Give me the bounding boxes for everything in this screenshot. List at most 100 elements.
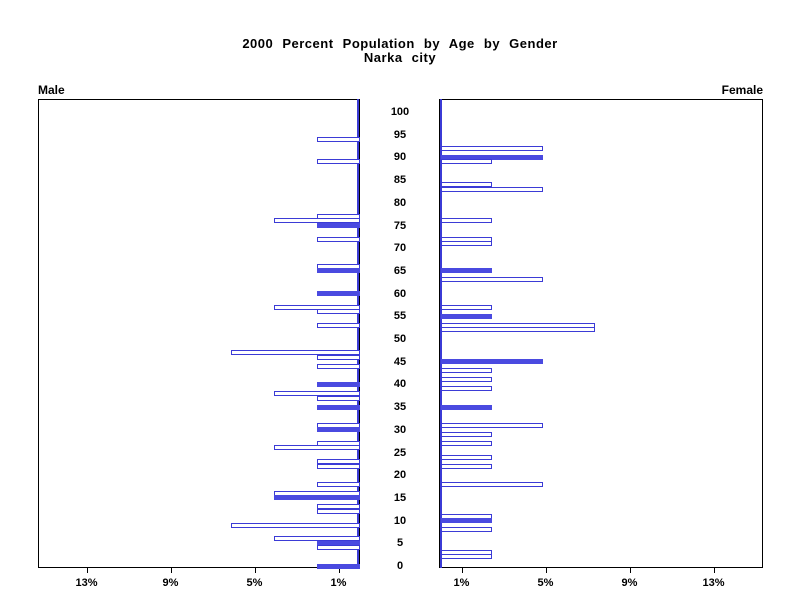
female-zero-axis-line <box>440 99 442 568</box>
female-bar-age-3 <box>440 549 492 555</box>
male-bar-age-16 <box>273 490 360 496</box>
male-bar-age-66 <box>316 263 360 269</box>
male-bar-age-30 <box>316 427 360 433</box>
female-bar-age-35 <box>440 404 492 410</box>
male-bar-age-89 <box>316 159 360 165</box>
male-bar-age-31 <box>316 422 360 428</box>
female-bar-age-41 <box>440 377 492 383</box>
male-pct-tick <box>338 568 340 573</box>
female-bar-age-27 <box>440 440 492 446</box>
male-bar-age-72 <box>316 236 360 242</box>
male-pct-tick-label: 5% <box>246 577 263 589</box>
female-bar-age-2 <box>440 554 492 560</box>
age-tick-label: 30 <box>393 423 407 436</box>
age-tick-label: 25 <box>393 446 407 459</box>
female-bar-age-29 <box>440 431 492 437</box>
age-tick-label: 75 <box>393 219 407 232</box>
female-bar-age-89 <box>440 159 492 165</box>
female-bar-age-90 <box>440 154 543 160</box>
female-bar-age-52 <box>440 327 595 333</box>
male-pct-tick-label: 9% <box>162 577 179 589</box>
male-bar-age-46 <box>316 354 360 360</box>
male-bar-age-65 <box>316 268 360 274</box>
male-pct-tick <box>170 568 172 573</box>
male-bar-age-27 <box>316 440 360 446</box>
female-axis-label: Female <box>721 83 763 97</box>
female-bar-age-39 <box>440 386 492 392</box>
female-bar-age-11 <box>440 513 492 519</box>
female-pct-tick-label: 13% <box>702 577 725 589</box>
male-pct-tick-label: 13% <box>75 577 98 589</box>
male-bar-age-6 <box>273 536 360 542</box>
male-axis-label: Male <box>38 83 65 97</box>
male-zero-axis-line <box>357 99 359 568</box>
age-tick-label: 80 <box>393 196 407 209</box>
male-bar-age-56 <box>316 309 360 315</box>
male-bar-age-40 <box>316 381 360 387</box>
male-panel <box>38 99 360 568</box>
age-tick-label: 15 <box>393 491 407 504</box>
female-bar-age-18 <box>440 481 543 487</box>
female-bar-age-24 <box>440 454 492 460</box>
male-pct-tick-label: 1% <box>330 577 347 589</box>
female-bar-age-8 <box>440 527 492 533</box>
male-bar-age-38 <box>273 390 360 396</box>
age-tick-label: 60 <box>393 287 407 300</box>
male-bar-age-9 <box>230 522 360 528</box>
male-bar-age-26 <box>273 445 360 451</box>
male-bar-age-0 <box>316 563 360 569</box>
male-bar-age-12 <box>316 509 360 515</box>
male-bar-age-23 <box>316 459 360 465</box>
female-bar-age-92 <box>440 145 543 151</box>
female-bar-age-65 <box>440 268 492 274</box>
male-bar-age-5 <box>316 540 360 546</box>
male-bar-age-18 <box>316 481 360 487</box>
female-bar-age-63 <box>440 277 543 283</box>
male-bar-age-35 <box>316 404 360 410</box>
female-pct-tick <box>629 568 631 573</box>
age-tick-label: 5 <box>396 537 404 550</box>
female-bar-age-83 <box>440 186 543 192</box>
age-tick-label: 90 <box>393 151 407 164</box>
age-tick-label: 100 <box>390 106 410 118</box>
female-bar-age-43 <box>440 368 492 374</box>
male-bar-age-47 <box>230 350 360 356</box>
age-tick-label: 45 <box>393 355 407 368</box>
age-tick-label: 20 <box>393 469 407 482</box>
age-tick-label: 70 <box>393 242 407 255</box>
female-bar-age-31 <box>440 422 543 428</box>
age-tick-label: 65 <box>393 264 407 277</box>
female-bar-age-53 <box>440 322 595 328</box>
age-tick-label: 40 <box>393 378 407 391</box>
male-bar-age-76 <box>273 218 360 224</box>
male-bar-age-60 <box>316 291 360 297</box>
female-pct-tick-label: 1% <box>453 577 470 589</box>
female-bar-age-57 <box>440 304 492 310</box>
chart-subtitle: Narka city <box>363 50 437 65</box>
female-panel <box>439 99 763 568</box>
male-bar-age-15 <box>273 495 360 501</box>
male-bar-age-44 <box>316 363 360 369</box>
female-bar-age-55 <box>440 313 492 319</box>
female-pct-tick <box>713 568 715 573</box>
female-bar-age-10 <box>440 518 492 524</box>
male-bar-age-13 <box>316 504 360 510</box>
age-tick-label: 95 <box>393 128 407 141</box>
female-pct-tick-label: 9% <box>621 577 638 589</box>
female-bar-age-72 <box>440 236 492 242</box>
male-pct-tick <box>86 568 88 573</box>
male-bar-age-4 <box>316 545 360 551</box>
female-bar-age-76 <box>440 218 492 224</box>
chart-title: 2000 Percent Population by Age by Gender <box>242 36 558 51</box>
female-pct-tick <box>461 568 463 573</box>
male-bar-age-77 <box>316 213 360 219</box>
age-tick-label: 10 <box>393 514 407 527</box>
female-pct-tick-label: 5% <box>537 577 554 589</box>
age-tick-label: 50 <box>393 333 407 345</box>
male-bar-age-22 <box>316 463 360 469</box>
age-tick-label: 85 <box>393 174 407 187</box>
male-bar-age-57 <box>273 304 360 310</box>
male-bar-age-75 <box>316 223 360 228</box>
male-bar-age-53 <box>316 322 360 328</box>
